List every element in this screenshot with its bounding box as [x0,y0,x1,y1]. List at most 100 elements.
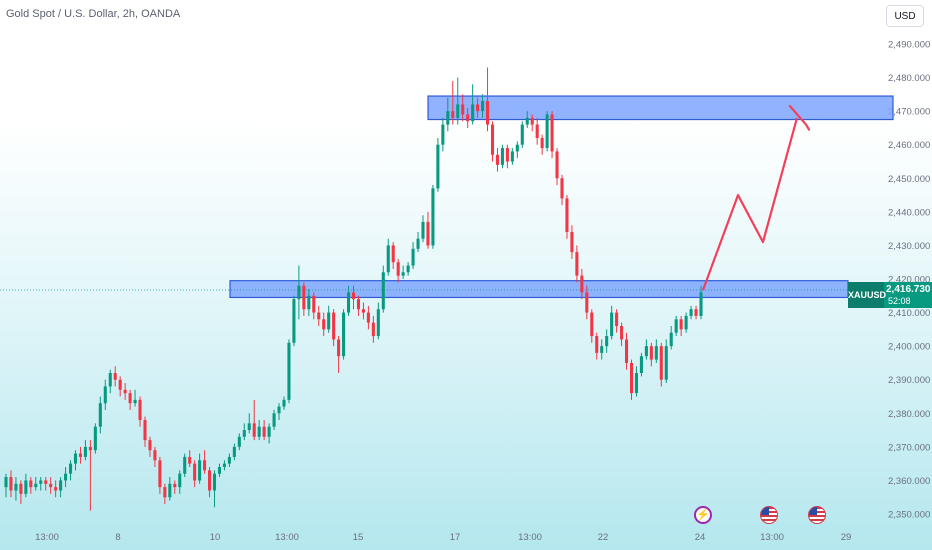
x-axis-tick-label: 29 [841,532,852,543]
candle-body [401,272,405,276]
y-axis-tick-label: 2,350.000 [888,510,930,521]
y-axis-tick-label: 2,380.000 [888,409,930,420]
y-axis-tick-label: 2,400.000 [888,342,930,353]
candle-body [138,399,142,420]
x-axis-tick-label: 13:00 [275,532,299,543]
candle-body [39,480,43,484]
x-axis-tick-label: 13:00 [760,532,784,543]
candle-body [242,430,246,437]
candle-body [471,104,475,122]
candle-body [332,312,336,340]
currency-selector-button[interactable]: USD [886,5,924,27]
candle-body [128,393,132,404]
candle-body [466,114,470,122]
candle-body [232,446,236,457]
candle-body [525,117,529,125]
candle-body [575,252,579,276]
candle-body [550,114,554,152]
candle-body [634,373,639,394]
candle-body [510,151,514,162]
candle-body [376,309,380,337]
candle-body [54,487,58,491]
candle-body [555,151,559,179]
candle-body [386,245,390,273]
candle-body [193,463,197,481]
candle-body [520,124,524,145]
us-flag-icon[interactable] [760,506,778,524]
candle-body [44,480,48,484]
candle-body [356,299,361,310]
candle-body [620,326,624,340]
candle-body [391,245,395,263]
candle-body [436,144,440,189]
current-price-value: 2,416.730 [886,284,931,295]
y-axis-tick-label: 2,470.000 [888,107,930,118]
candle-body [14,483,18,491]
x-axis-tick-label: 10 [210,532,221,543]
candle-body [207,470,212,491]
candle-body [580,275,584,293]
candle-body [629,362,634,394]
candle-body [257,426,261,437]
candle-body [282,399,286,407]
candle-body [29,480,33,488]
candle-body [624,339,629,363]
candle-body [302,285,306,310]
candle-body [9,477,13,491]
current-price-label: XAUUSD 2,416.730 52:08 [848,282,932,308]
candle-body [93,426,97,451]
candle-body [247,423,251,431]
y-axis-tick-label: 2,460.000 [888,140,930,151]
x-axis-tick-label: 17 [450,532,461,543]
candle-body [446,111,450,125]
candle-body [500,148,504,165]
us-flag-icon[interactable] [808,506,826,524]
bar-countdown: 52:08 [888,296,911,306]
candle-body [644,346,648,357]
candle-body [64,473,68,481]
candle-body [540,138,544,149]
chart-title: Gold Spot / U.S. Dollar, 2h, OANDA [6,8,181,20]
y-axis-tick-label: 2,430.000 [888,241,930,252]
candle-body [515,144,519,152]
resistance-zone [427,95,894,121]
x-axis-tick-label: 24 [695,532,706,543]
candle-body [4,477,8,488]
candle-body [649,346,653,360]
candle-body [371,322,375,337]
candle-body [322,319,326,330]
candle-body [317,312,321,320]
candle-body [361,309,365,313]
y-axis-tick-label: 2,420.000 [888,275,930,286]
candle-body [590,312,594,337]
candle-body [610,312,614,337]
symbol-badge: XAUUSD [848,282,886,308]
candle-body [679,319,683,330]
lightning-bolt-icon[interactable]: ⚡ [694,506,712,524]
candle-body [485,101,490,125]
candle-body [34,483,38,488]
candle-body [585,292,589,313]
candle-body [68,463,73,474]
x-axis-tick-label: 13:00 [518,532,542,543]
candle-body [530,117,534,125]
candle-body [183,456,187,474]
candle-body [396,262,400,276]
candle-body [406,265,410,273]
candle-body [505,148,509,162]
candle-body [153,450,157,461]
x-axis-tick-label: 22 [598,532,609,543]
candle-body [664,346,668,380]
y-axis-tick-label: 2,440.000 [888,207,930,218]
y-axis-tick-label: 2,450.000 [888,174,930,185]
candle-body [103,386,107,404]
candle-body [461,104,465,115]
candle-body [287,342,291,400]
candle-body [24,480,28,494]
candle-body [481,101,485,112]
candle-body [307,295,311,310]
candle-body [346,292,351,313]
candle-body [694,309,698,316]
